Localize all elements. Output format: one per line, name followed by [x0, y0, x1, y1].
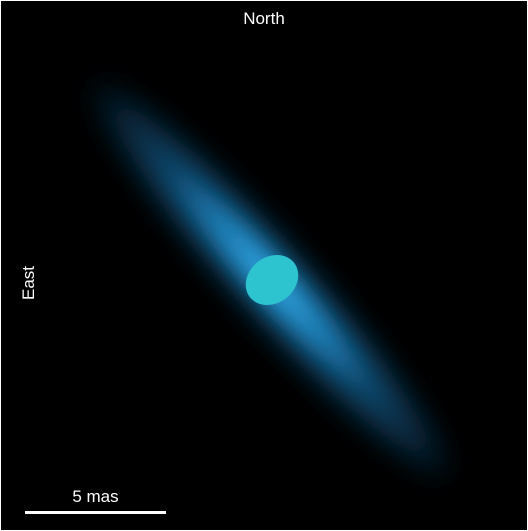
scale-bar-label: 5 mas: [72, 487, 119, 506]
central-star: [245, 254, 299, 306]
east-label: East: [19, 265, 38, 301]
north-label: North: [243, 9, 285, 28]
scale-bar: [25, 511, 166, 514]
